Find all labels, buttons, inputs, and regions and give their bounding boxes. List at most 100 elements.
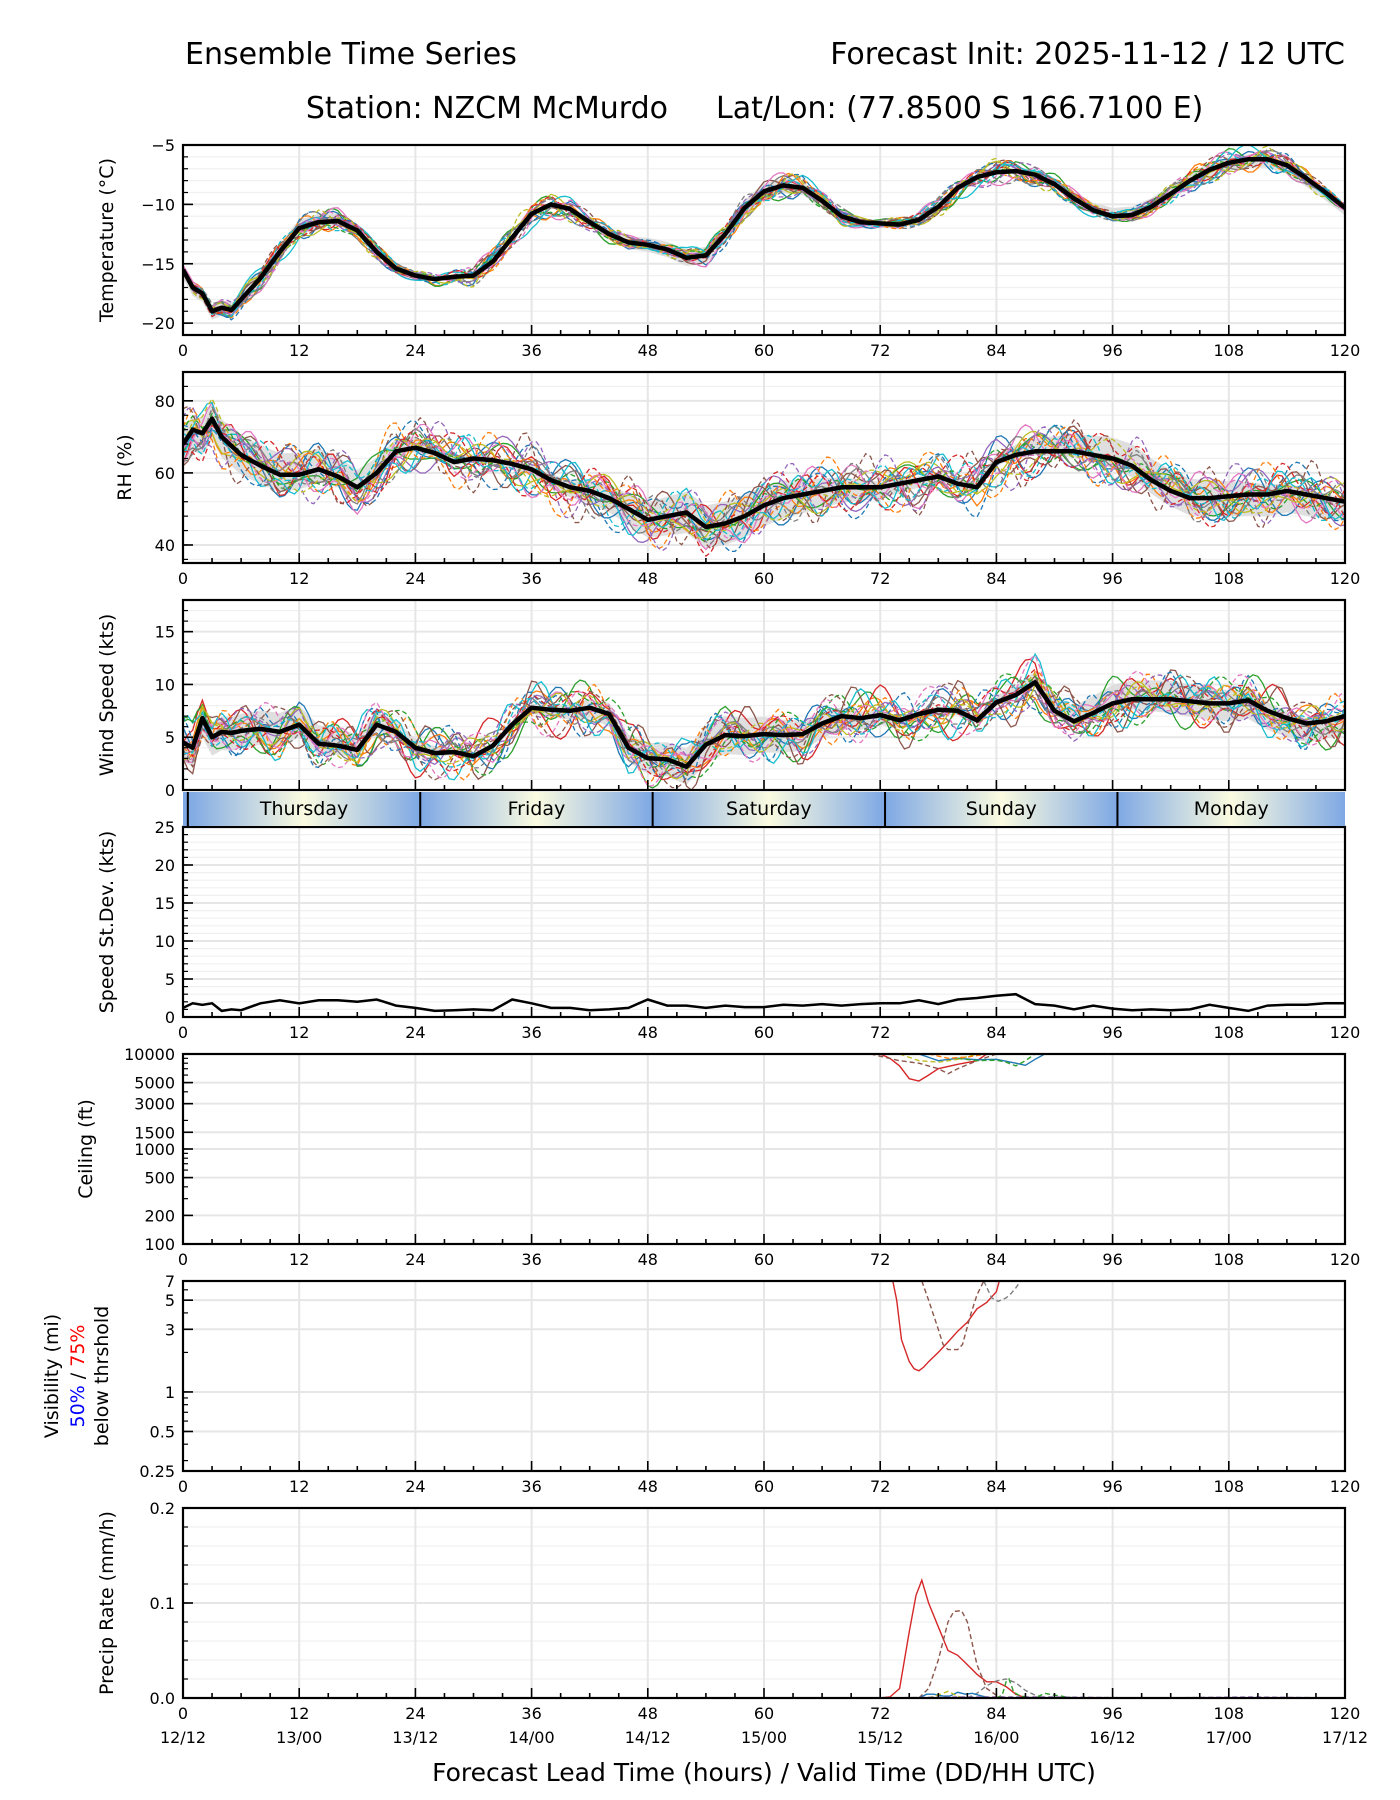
x-tick-label: 0	[178, 1704, 188, 1723]
ensemble-mean-line	[183, 680, 1345, 770]
valid-time-label: 13/12	[392, 1728, 438, 1747]
y-tick-label: 80	[155, 392, 175, 411]
x-tick-label: 36	[521, 569, 541, 588]
y-tick-label: −15	[141, 255, 175, 274]
plot-area	[183, 145, 1345, 321]
x-tick-label: 108	[1214, 341, 1245, 360]
plot-area	[892, 1281, 1022, 1372]
valid-time-label: 16/00	[973, 1728, 1019, 1747]
y-tick-label: 0.5	[150, 1422, 175, 1441]
day-label: Sunday	[966, 798, 1037, 820]
y-tick-label: 7	[165, 1272, 175, 1291]
x-tick-label: 12	[289, 341, 309, 360]
ensemble-member-line	[183, 145, 1345, 310]
y-tick-label: 15	[155, 894, 175, 913]
y-axis-label: Speed St.Dev. (kts)	[96, 831, 118, 1014]
y-axis-label: Temperature (°C)	[96, 158, 118, 323]
x-tick-label: 0	[178, 569, 188, 588]
plot-area	[183, 992, 1345, 1013]
x-tick-label: 72	[870, 1023, 890, 1042]
figure-title-right: Forecast Init: 2025-11-12 / 12 UTC	[830, 37, 1345, 72]
valid-time-label: 15/00	[741, 1728, 787, 1747]
valid-time-label: 17/12	[1322, 1728, 1368, 1747]
day-segment	[1117, 792, 1345, 826]
member-gray-line	[983, 1281, 1022, 1303]
x-tick-label: 24	[405, 1477, 425, 1496]
y-tick-label: 5	[165, 728, 175, 747]
x-tick-label: 72	[870, 341, 890, 360]
y-tick-label: 5	[165, 1291, 175, 1310]
y-tick-label: 0.1	[150, 1594, 175, 1613]
y-tick-label: 200	[144, 1206, 175, 1225]
x-tick-label: 108	[1214, 1704, 1245, 1723]
y-axis-label: Precip Rate (mm/h)	[96, 1511, 118, 1695]
plot-area	[183, 397, 1345, 558]
y-axis-label: Visibility (mi)	[41, 1314, 63, 1438]
station-label: Station: NZCM McMurdo	[306, 91, 668, 126]
y-tick-label: 1000	[134, 1140, 175, 1159]
day-label: Monday	[1194, 798, 1269, 820]
x-tick-label: 24	[405, 1023, 425, 1042]
x-tick-label: 108	[1214, 1250, 1245, 1269]
x-tick-label: 48	[638, 341, 658, 360]
figure-title-left: Ensemble Time Series	[185, 37, 517, 72]
y-tick-label: 25	[155, 818, 175, 837]
y-tick-label: 0.2	[150, 1499, 175, 1518]
x-tick-label: 36	[521, 1023, 541, 1042]
x-tick-label: 96	[1102, 1250, 1122, 1269]
valid-time-label: 15/12	[857, 1728, 903, 1747]
y-axis-label-percentiles: 50% / 75%	[67, 1325, 89, 1428]
plot-area	[870, 1054, 1046, 1082]
x-tick-label: 60	[754, 1704, 774, 1723]
day-of-week-band: Thursday Friday Saturday Sunday Monday	[183, 792, 1345, 826]
panel-speed_stdev: 0 12 24 36 48 60 72 84 96 108 120 0 5 10 15 20 25 Speed S…	[96, 818, 1360, 1042]
ensemble-member-line	[183, 671, 1345, 782]
x-tick-label: 60	[754, 1477, 774, 1496]
y-tick-label: 1500	[134, 1123, 175, 1142]
x-tick-label: 12	[289, 1250, 309, 1269]
x-tick-label: 72	[870, 569, 890, 588]
x-tick-label: 84	[986, 1023, 1006, 1042]
x-tick-label: 96	[1102, 569, 1122, 588]
x-tick-label: 84	[986, 341, 1006, 360]
x-tick-label: 120	[1330, 1250, 1361, 1269]
y-tick-label: −20	[141, 314, 175, 333]
ensemble-mean-line	[183, 416, 1345, 530]
member-orange-line	[928, 1054, 987, 1060]
x-tick-label: 84	[986, 1250, 1006, 1269]
ensemble-member-line	[183, 422, 1345, 532]
valid-time-label: 17/00	[1206, 1728, 1252, 1747]
x-tick-label: 36	[521, 1704, 541, 1723]
member-green-line	[957, 1054, 1036, 1067]
ensemble-member-line	[183, 654, 1345, 787]
y-tick-label: 0.25	[139, 1462, 175, 1481]
valid-time-label: 12/12	[160, 1728, 206, 1747]
y-tick-label: −5	[151, 136, 175, 155]
ensemble-member-line	[183, 428, 1345, 541]
member-blue-line	[918, 1054, 1046, 1067]
valid-time-label: 16/12	[1090, 1728, 1136, 1747]
ensemble-member-line	[183, 407, 1345, 550]
x-tick-label: 60	[754, 1023, 774, 1042]
day-label: Saturday	[726, 798, 812, 820]
x-tick-label: 72	[870, 1704, 890, 1723]
x-tick-label: 48	[638, 1023, 658, 1042]
member-green-line	[996, 1677, 1075, 1698]
label-50-percent: 50%	[67, 1385, 89, 1427]
day-label: Friday	[508, 798, 566, 820]
panel-relative_humidity: 0 12 24 36 48 60 72 84 96 108 120 40 60 80 RH (%)	[114, 370, 1360, 588]
x-tick-label: 48	[638, 1250, 658, 1269]
member-gray-line	[967, 1678, 1045, 1698]
ensemble-member-line	[183, 150, 1345, 312]
x-tick-label: 36	[521, 341, 541, 360]
x-tick-label: 108	[1214, 1477, 1245, 1496]
valid-time-label: 13/00	[276, 1728, 322, 1747]
y-tick-label: 10000	[124, 1045, 175, 1064]
label-separator: /	[67, 1367, 89, 1385]
ensemble-mean-line	[183, 157, 1345, 314]
x-tick-label: 36	[521, 1477, 541, 1496]
x-tick-label: 48	[638, 1704, 658, 1723]
x-tick-label: 24	[405, 1704, 425, 1723]
panel-ceiling: 0 12 24 36 48 60 72 84 96 108 120 100 200 500 10001500…	[75, 1045, 1360, 1269]
